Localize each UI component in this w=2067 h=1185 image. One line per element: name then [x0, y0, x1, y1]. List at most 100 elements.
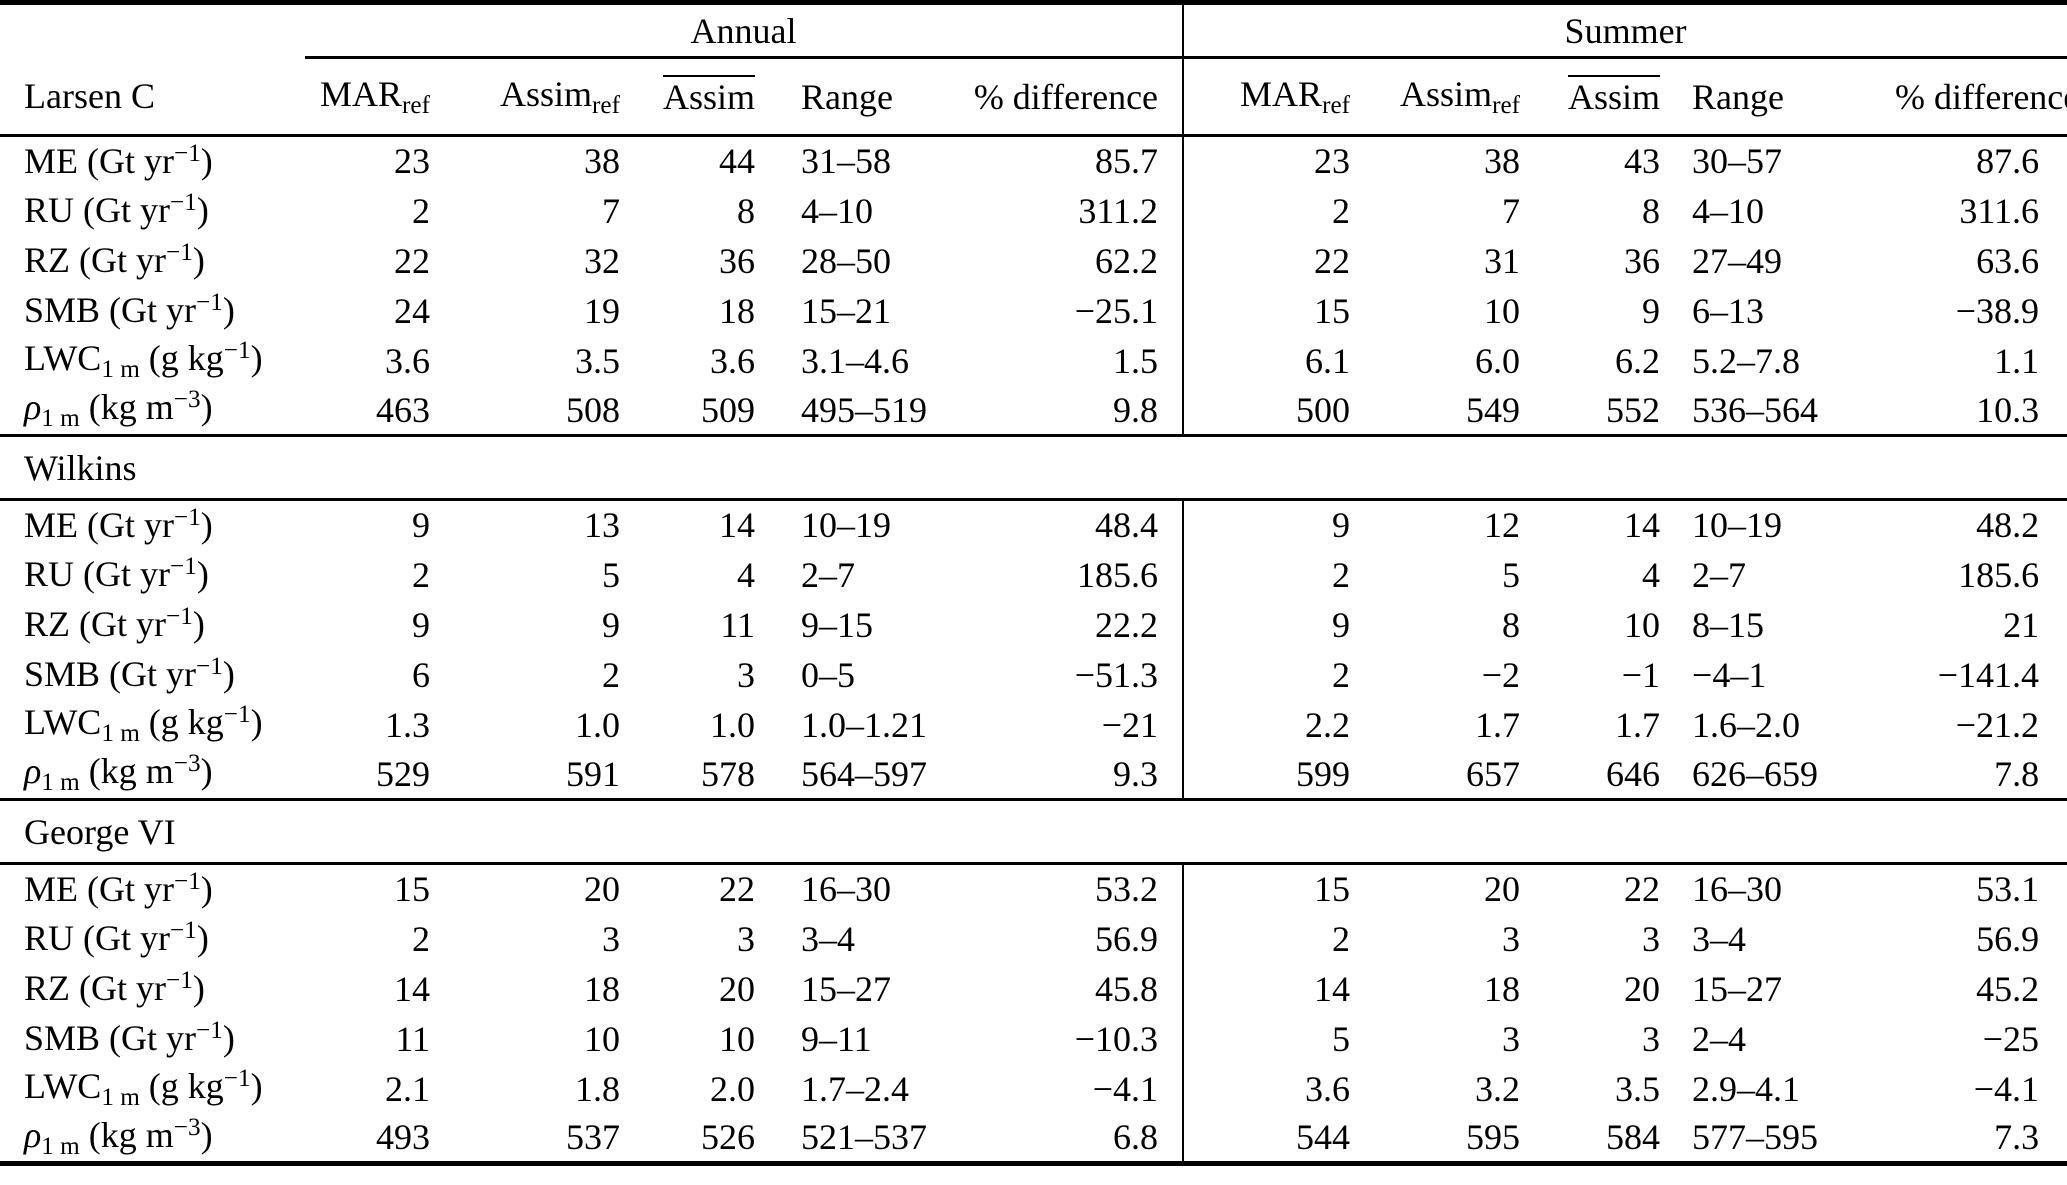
value-cell: 9: [412, 604, 430, 645]
value-cell: 311.6: [1959, 190, 2040, 231]
value-cell: 2–7: [1692, 554, 1747, 595]
value-cell: 3: [1502, 918, 1521, 959]
value-cell: 12: [1484, 505, 1521, 546]
table-row: SMB (Gt yr−1) 6 2 3 0–5 −51.3 2 −2 −1 −4–1 −141.4: [0, 649, 2067, 700]
value-cell: 18: [719, 290, 755, 331]
value-cell: 0–5: [801, 654, 855, 695]
value-cell: 56.9: [1095, 918, 1159, 959]
column-header-text: Range: [801, 76, 893, 117]
value-cell: 9.8: [1113, 389, 1159, 430]
value-cell: 31: [1484, 240, 1521, 281]
value-cell: 22: [1182, 235, 1351, 286]
row-label-unit: (kg m: [79, 1114, 174, 1155]
row-label-sub: 1 m: [101, 356, 140, 384]
row-label-unit: (Gt yr: [74, 554, 170, 595]
row-label-unit: (kg m: [79, 751, 174, 792]
corner-label: Larsen C: [0, 57, 305, 137]
value-cell: 56.9: [1976, 918, 2040, 959]
value-cell: 20: [1484, 869, 1521, 910]
column-header: Range: [755, 57, 955, 137]
value-cell: 6: [412, 654, 430, 695]
value-cell: 9–15: [801, 604, 873, 645]
value-cell: 9.3: [1113, 753, 1159, 794]
column-header-text: Assim: [1400, 73, 1493, 114]
column-header: MARref: [1182, 57, 1351, 137]
table-row: RU (Gt yr−1) 2 3 3 3–4 56.9 2 3 3 3–4 56.9: [0, 913, 2067, 964]
row-label-unit-exponent: −1: [223, 336, 251, 364]
value-cell: 48.2: [1976, 505, 2040, 546]
row-label-unit-exponent: −1: [173, 868, 201, 896]
value-cell: 3–4: [1692, 918, 1747, 959]
value-cell: 1.7: [1615, 704, 1661, 745]
column-header: Assim: [1520, 57, 1661, 137]
value-cell: 584: [1606, 1117, 1661, 1158]
value-cell: 3.6: [385, 340, 430, 381]
table-row: RZ (Gt yr−1) 9 9 11 9–15 22.2 9 8 10 8–15 21: [0, 599, 2067, 650]
value-cell: 4–10: [1692, 190, 1765, 231]
table-row: ρ1 m (kg m−3) 529 591 578 564–597 9.3 599 657 64…: [0, 749, 2067, 800]
value-cell: 13: [584, 505, 620, 546]
row-label-base: SMB: [24, 654, 101, 695]
value-cell: 493: [376, 1117, 430, 1158]
value-cell: 4: [737, 554, 755, 595]
value-cell: 6.8: [1113, 1117, 1159, 1158]
column-header: Assimref: [1350, 57, 1521, 137]
row-label-unit-exponent: −1: [170, 917, 197, 945]
column-header-text: Assim: [1568, 75, 1661, 117]
row-label-sub: 1 m: [101, 720, 140, 748]
value-cell: 7: [1502, 190, 1521, 231]
value-cell: 3: [1642, 918, 1661, 959]
value-cell: 646: [1606, 753, 1661, 794]
value-cell: 657: [1466, 753, 1521, 794]
row-label-unit-close: ): [250, 702, 263, 743]
row-label-unit-close: ): [200, 141, 213, 182]
row-label-unit-exponent: −3: [173, 750, 201, 778]
value-cell: 185.6: [1958, 554, 2040, 595]
column-header-text: Range: [1692, 76, 1784, 117]
row-label: RZ (Gt yr−1): [0, 964, 305, 1014]
table-row: ME (Gt yr−1) 15 20 22 16–30 53.2 15 20 22 16–30 53…: [0, 863, 2067, 914]
value-cell: 15: [394, 869, 430, 910]
row-label-base: LWC: [24, 338, 102, 379]
row-label-unit-exponent: −1: [170, 189, 197, 217]
value-cell: 23: [1182, 135, 1351, 186]
value-cell: −1: [1621, 654, 1661, 695]
column-header-row: Larsen C MARref Assimref Assim Range% differ…: [0, 57, 2067, 137]
value-cell: 22: [394, 240, 430, 281]
row-label-unit: (Gt yr: [74, 918, 170, 959]
row-label: ρ1 m (kg m−3): [0, 1114, 305, 1164]
row-label-unit: (Gt yr: [78, 869, 174, 910]
value-cell: 36: [1624, 240, 1661, 281]
value-cell: 495–519: [801, 389, 927, 430]
row-label: ME (Gt yr−1): [0, 500, 305, 550]
value-cell: 9: [1182, 599, 1351, 650]
value-cell: 2–7: [801, 554, 855, 595]
value-cell: 24: [394, 290, 430, 331]
value-cell: −4.1: [1092, 1068, 1159, 1109]
row-label-base: ME: [24, 869, 78, 910]
value-cell: 20: [1624, 968, 1661, 1009]
value-cell: 591: [566, 753, 620, 794]
value-cell: 15: [1182, 285, 1351, 336]
value-cell: 5: [1502, 554, 1521, 595]
value-cell: 529: [376, 753, 430, 794]
row-label-base: SMB: [24, 1018, 101, 1059]
row-label-unit-exponent: −1: [173, 140, 201, 168]
value-cell: 43: [1624, 141, 1661, 182]
value-cell: 2: [412, 190, 430, 231]
value-cell: 30–57: [1692, 141, 1783, 182]
value-cell: 2: [412, 918, 430, 959]
value-cell: 2: [1182, 549, 1351, 600]
row-label-unit-close: ): [222, 290, 235, 331]
row-label-base: ME: [24, 505, 78, 546]
row-label-unit-close: ): [222, 1018, 235, 1059]
row-label-base: RZ: [24, 604, 71, 645]
row-label-unit-exponent: −1: [196, 653, 223, 681]
row-label-unit-exponent: −3: [173, 1113, 201, 1141]
value-cell: 2–4: [1692, 1018, 1747, 1059]
value-cell: 45.8: [1095, 968, 1159, 1009]
row-label-unit-close: ): [196, 554, 209, 595]
value-cell: 500: [1182, 385, 1351, 436]
row-label-unit-exponent: −1: [196, 1017, 223, 1045]
